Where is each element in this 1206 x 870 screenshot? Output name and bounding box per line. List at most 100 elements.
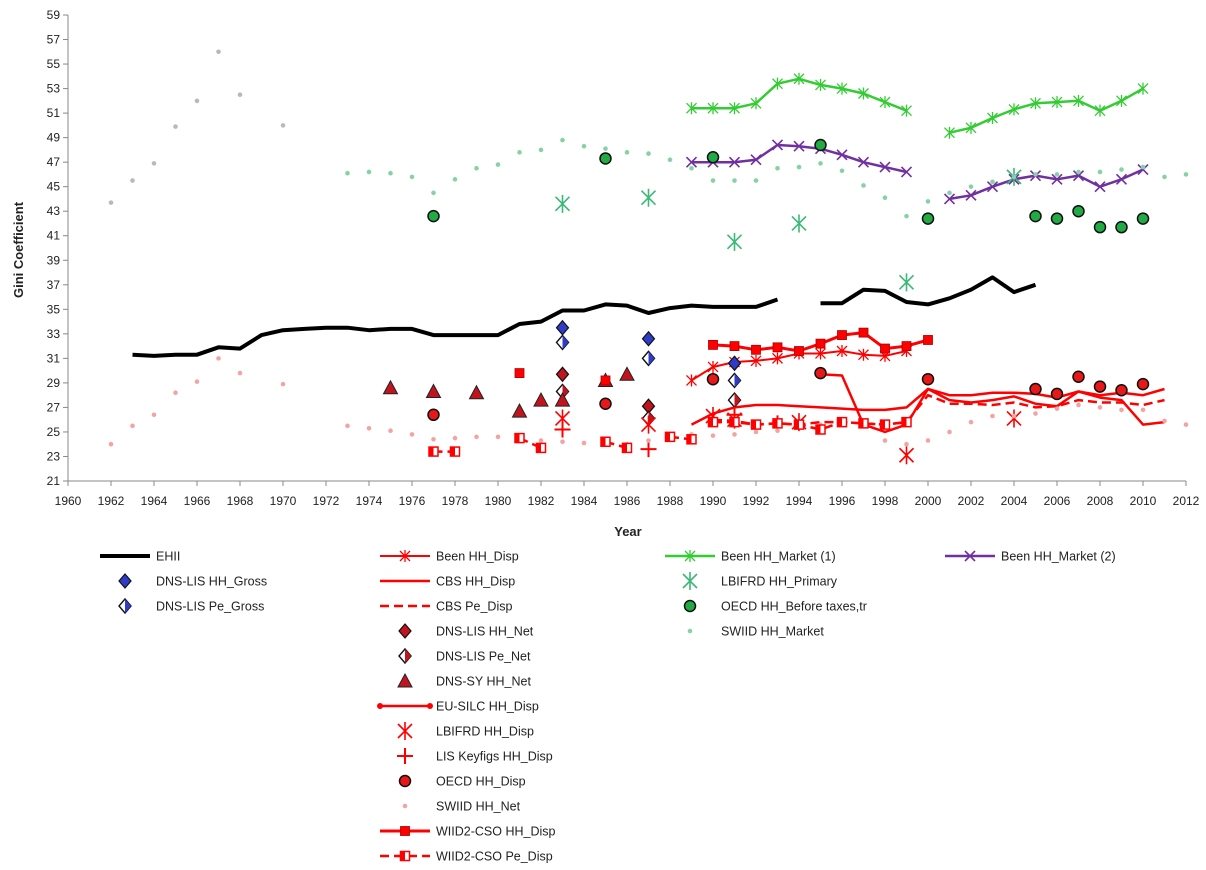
data-point — [753, 178, 759, 183]
data-point — [600, 436, 611, 448]
data-point — [710, 178, 716, 183]
x-axis-ticks: 1960 1962 1964 1966 1968 1970 1972 1974 1976 1978… — [55, 481, 1200, 508]
series-dns-sy-hh-net — [382, 366, 635, 418]
data-point — [1050, 212, 1064, 225]
data-point — [708, 339, 718, 350]
data-point — [796, 164, 802, 170]
data-point — [538, 438, 544, 443]
data-point — [173, 124, 178, 129]
data-point — [729, 102, 740, 115]
data-point — [686, 102, 697, 115]
x-tick-label: 1964 — [141, 494, 168, 508]
data-point — [882, 438, 888, 443]
legend-swatch-marker — [687, 628, 693, 634]
data-point — [640, 415, 657, 434]
data-point — [108, 441, 114, 447]
data-point — [901, 416, 912, 428]
data-point — [1011, 174, 1017, 180]
data-point — [1115, 220, 1128, 234]
data-point — [388, 428, 393, 434]
data-point — [836, 345, 848, 358]
data-point — [130, 178, 135, 183]
data-point — [839, 168, 845, 174]
x-axis-title: Year — [614, 524, 641, 539]
data-point — [1029, 382, 1042, 396]
data-point — [1094, 104, 1106, 117]
data-point — [729, 341, 740, 352]
x-tick-label: 1968 — [227, 494, 254, 508]
legend-item-dns-lis-hh-gross: DNS-LIS HH_Gross — [118, 573, 267, 589]
data-point — [216, 356, 221, 361]
data-point — [710, 433, 716, 438]
data-point — [990, 413, 995, 419]
legend-label: DNS-LIS HH_Gross — [156, 575, 267, 589]
data-point — [1183, 422, 1189, 427]
data-point — [581, 440, 587, 446]
data-point — [237, 370, 243, 376]
data-point — [925, 199, 931, 204]
data-point — [599, 152, 612, 165]
data-point — [858, 418, 869, 429]
legend-item-ehii: EHII — [100, 550, 180, 564]
x-tick-label: 2004 — [1001, 494, 1028, 508]
data-point — [879, 419, 891, 430]
data-point — [729, 416, 740, 428]
series-dns-lis-hh-net — [555, 366, 656, 415]
data-point — [517, 150, 522, 155]
data-point — [1115, 173, 1128, 185]
data-point — [987, 112, 998, 125]
legend-label: SWIID HH_Net — [436, 800, 521, 814]
data-point — [898, 273, 915, 292]
x-tick-label: 1984 — [571, 494, 598, 508]
legend-item-oecd-hh-disp: OECD HH_Disp — [398, 774, 526, 789]
series-eu-silc-hh-disp — [820, 373, 1165, 434]
data-point — [837, 330, 847, 340]
data-point — [555, 334, 570, 351]
data-point — [861, 183, 866, 188]
legend-swatch-marker — [398, 774, 412, 788]
legend-item-dns-lis-pe-gross: DNS-LIS Pe_Gross — [118, 597, 264, 615]
y-tick-label: 25 — [47, 425, 61, 439]
data-point — [815, 338, 826, 349]
data-point — [366, 425, 372, 431]
data-point — [986, 181, 999, 193]
data-point — [619, 366, 635, 381]
series-line-eu-silc-hh-disp — [820, 373, 1165, 434]
legend-swatch-marker — [399, 550, 411, 562]
series-oecd-hh-disp — [427, 366, 1150, 422]
data-point — [533, 392, 549, 407]
data-point — [1051, 173, 1063, 185]
legend-label: LIS Keyfigs HH_Disp — [436, 750, 553, 764]
series-swiid-hh-market — [345, 137, 1189, 219]
data-point — [1116, 94, 1127, 107]
data-point — [815, 347, 826, 360]
data-point — [1136, 212, 1150, 225]
data-point — [640, 441, 657, 458]
data-point — [1097, 405, 1103, 410]
legend-item-cbs-pe-disp: CBS Pe_Disp — [380, 600, 512, 614]
data-point — [921, 372, 935, 386]
data-point — [554, 392, 571, 407]
legend-label: OECD HH_Disp — [436, 775, 526, 789]
plot-area — [67, 15, 1189, 482]
data-point — [686, 434, 697, 445]
legend-label: Been HH_Market (2) — [1001, 550, 1116, 564]
series-oecd-hh-before-taxes-tr — [427, 138, 1150, 234]
legend-swatch-marker — [118, 597, 132, 615]
y-axis-title: Gini Coefficient — [11, 201, 26, 298]
data-point — [1011, 413, 1017, 419]
data-point — [707, 360, 719, 373]
data-point — [554, 421, 571, 438]
data-point — [1094, 181, 1106, 193]
data-point — [382, 379, 399, 395]
data-point — [732, 178, 737, 183]
data-point — [879, 161, 891, 173]
data-point — [901, 341, 912, 352]
data-point — [495, 434, 501, 440]
legend-swatch-marker — [397, 722, 413, 740]
data-point — [640, 188, 657, 207]
data-point — [449, 446, 461, 457]
data-point — [818, 161, 823, 166]
data-point — [1072, 204, 1085, 218]
data-point — [925, 438, 931, 443]
